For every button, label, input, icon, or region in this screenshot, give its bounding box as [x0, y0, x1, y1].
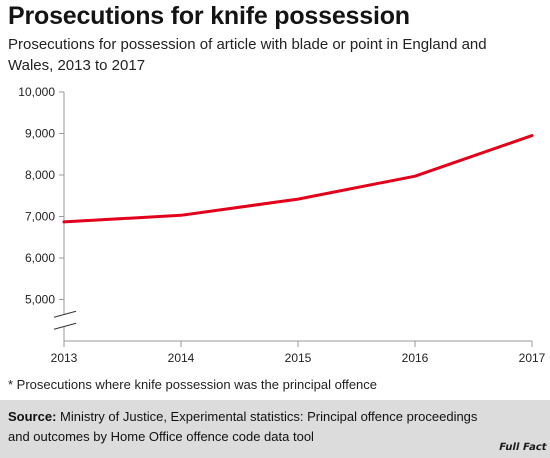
series-group: [62, 134, 534, 224]
y-tick-label: 7,000: [25, 210, 55, 224]
y-axis-ticks: 5,000 6,000 7,000 8,000 9,000 10,000: [18, 85, 64, 307]
y-tick-label: 8,000: [25, 168, 55, 182]
x-axis-ticks: 2013 2014 2015 2016 2017: [51, 341, 546, 365]
footnote: * Prosecutions where knife possession wa…: [8, 377, 378, 392]
source-bar: Source: Ministry of Justice, Experimenta…: [0, 400, 550, 458]
full-fact-logo: Full Fact: [497, 442, 548, 453]
chart-title: Prosecutions for knife possession: [8, 2, 410, 30]
x-tick-label: 2016: [402, 351, 429, 365]
axis-break-mark: [53, 310, 77, 318]
series-line: [62, 134, 534, 224]
source-text: Source: Ministry of Justice, Experimenta…: [8, 407, 478, 447]
x-tick-label: 2014: [168, 351, 195, 365]
source-body: Ministry of Justice, Experimental statis…: [8, 409, 478, 444]
x-tick-label: 2013: [51, 351, 78, 365]
x-tick-label: 2015: [285, 351, 312, 365]
axis-break-mark: [53, 322, 77, 330]
x-tick-label: 2017: [519, 351, 546, 365]
y-tick-label: 10,000: [18, 85, 55, 99]
y-tick-label: 5,000: [25, 293, 55, 307]
y-tick-label: 9,000: [25, 127, 55, 141]
line-chart: 5,000 6,000 7,000 8,000 9,000 10,000 2013 2014…: [18, 85, 546, 365]
chart-subtitle: Prosecutions for possession of article w…: [8, 36, 487, 74]
y-tick-label: 6,000: [25, 251, 55, 265]
source-label: Source:: [8, 409, 57, 424]
chart-axes: [53, 92, 532, 342]
